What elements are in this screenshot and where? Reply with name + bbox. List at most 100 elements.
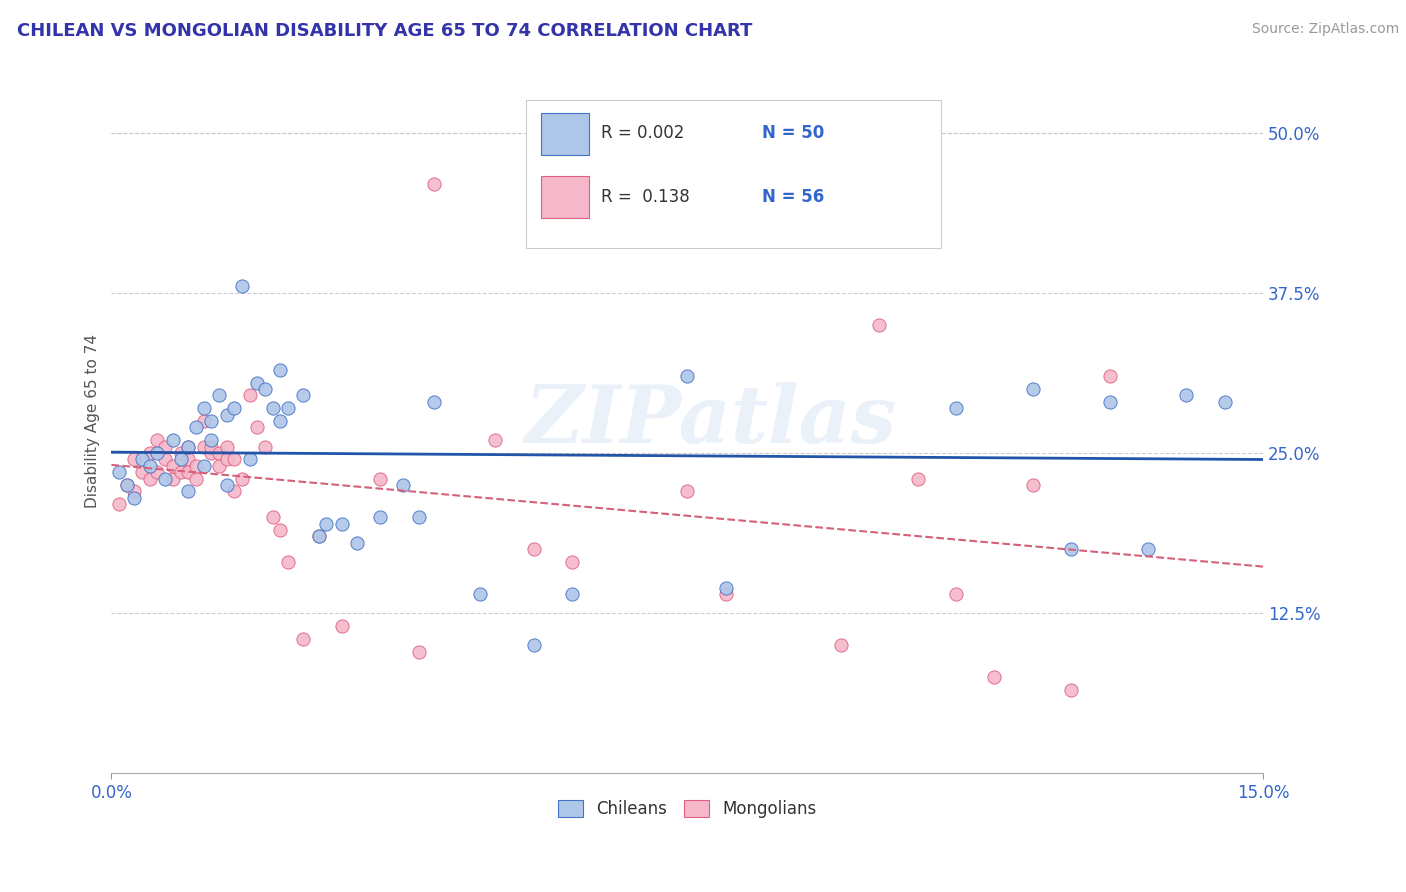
Point <box>162 433 184 447</box>
Point <box>368 510 391 524</box>
Point <box>231 279 253 293</box>
Point <box>124 484 146 499</box>
Point <box>1022 382 1045 396</box>
Point <box>830 638 852 652</box>
Point <box>177 465 200 479</box>
Point <box>561 555 583 569</box>
Point <box>193 414 215 428</box>
Point <box>308 529 330 543</box>
Point <box>146 465 169 479</box>
Point <box>983 670 1005 684</box>
Point <box>208 446 231 460</box>
Point <box>169 465 191 479</box>
Point <box>177 440 200 454</box>
Point <box>177 452 200 467</box>
Point <box>292 632 315 646</box>
Point <box>169 446 191 460</box>
Point <box>177 484 200 499</box>
Point <box>231 472 253 486</box>
Point <box>177 440 200 454</box>
Point <box>169 452 191 467</box>
Point <box>1098 369 1121 384</box>
Point <box>269 523 291 537</box>
Point <box>153 440 176 454</box>
Point <box>224 452 246 467</box>
Point <box>253 382 276 396</box>
Point <box>200 433 222 447</box>
Point <box>262 510 284 524</box>
Legend: Chileans, Mongolians: Chileans, Mongolians <box>551 794 823 825</box>
Point <box>108 465 131 479</box>
Point <box>184 472 207 486</box>
Point <box>408 645 430 659</box>
Point <box>599 221 621 235</box>
FancyBboxPatch shape <box>526 100 941 248</box>
Point <box>246 420 269 434</box>
Point <box>215 478 238 492</box>
Point <box>153 452 176 467</box>
Point <box>1213 394 1236 409</box>
Point <box>224 484 246 499</box>
Point <box>1175 388 1198 402</box>
Text: N = 56: N = 56 <box>762 188 824 206</box>
Point <box>153 472 176 486</box>
Point <box>423 394 446 409</box>
Point <box>714 587 737 601</box>
Point <box>200 440 222 454</box>
Point <box>484 433 506 447</box>
Text: N = 50: N = 50 <box>762 124 824 143</box>
Text: CHILEAN VS MONGOLIAN DISABILITY AGE 65 TO 74 CORRELATION CHART: CHILEAN VS MONGOLIAN DISABILITY AGE 65 T… <box>17 22 752 40</box>
FancyBboxPatch shape <box>541 113 589 154</box>
Point <box>208 388 231 402</box>
Text: ZIPatlas: ZIPatlas <box>524 383 897 459</box>
Point <box>1060 542 1083 557</box>
Point <box>408 510 430 524</box>
Point <box>308 529 330 543</box>
Point <box>368 472 391 486</box>
Point <box>215 440 238 454</box>
Point <box>200 446 222 460</box>
Point <box>215 408 238 422</box>
Point <box>468 587 491 601</box>
Point <box>215 452 238 467</box>
Point <box>561 587 583 601</box>
Point <box>246 376 269 390</box>
Point <box>330 619 353 633</box>
Point <box>868 318 890 332</box>
Point <box>277 555 299 569</box>
Point <box>162 458 184 473</box>
Point <box>193 458 215 473</box>
Point <box>146 446 169 460</box>
Point <box>714 581 737 595</box>
Point <box>676 369 699 384</box>
Point <box>193 440 215 454</box>
Point <box>200 414 222 428</box>
Point <box>139 472 162 486</box>
Y-axis label: Disability Age 65 to 74: Disability Age 65 to 74 <box>86 334 100 508</box>
Point <box>239 452 262 467</box>
Point <box>945 401 967 416</box>
Point <box>253 440 276 454</box>
Point <box>676 484 699 499</box>
Point <box>224 401 246 416</box>
Point <box>523 638 546 652</box>
Point <box>124 452 146 467</box>
Point <box>184 458 207 473</box>
Point <box>523 542 546 557</box>
Point <box>330 516 353 531</box>
Point <box>1137 542 1160 557</box>
Point <box>139 446 162 460</box>
Point <box>392 478 415 492</box>
Point <box>945 587 967 601</box>
Point <box>115 478 138 492</box>
Text: R =  0.138: R = 0.138 <box>600 188 690 206</box>
Text: Source: ZipAtlas.com: Source: ZipAtlas.com <box>1251 22 1399 37</box>
Point <box>269 362 291 376</box>
Point <box>315 516 337 531</box>
Point <box>162 472 184 486</box>
Point <box>184 420 207 434</box>
Point <box>139 458 162 473</box>
Point <box>277 401 299 416</box>
FancyBboxPatch shape <box>541 177 589 218</box>
Point <box>907 472 929 486</box>
